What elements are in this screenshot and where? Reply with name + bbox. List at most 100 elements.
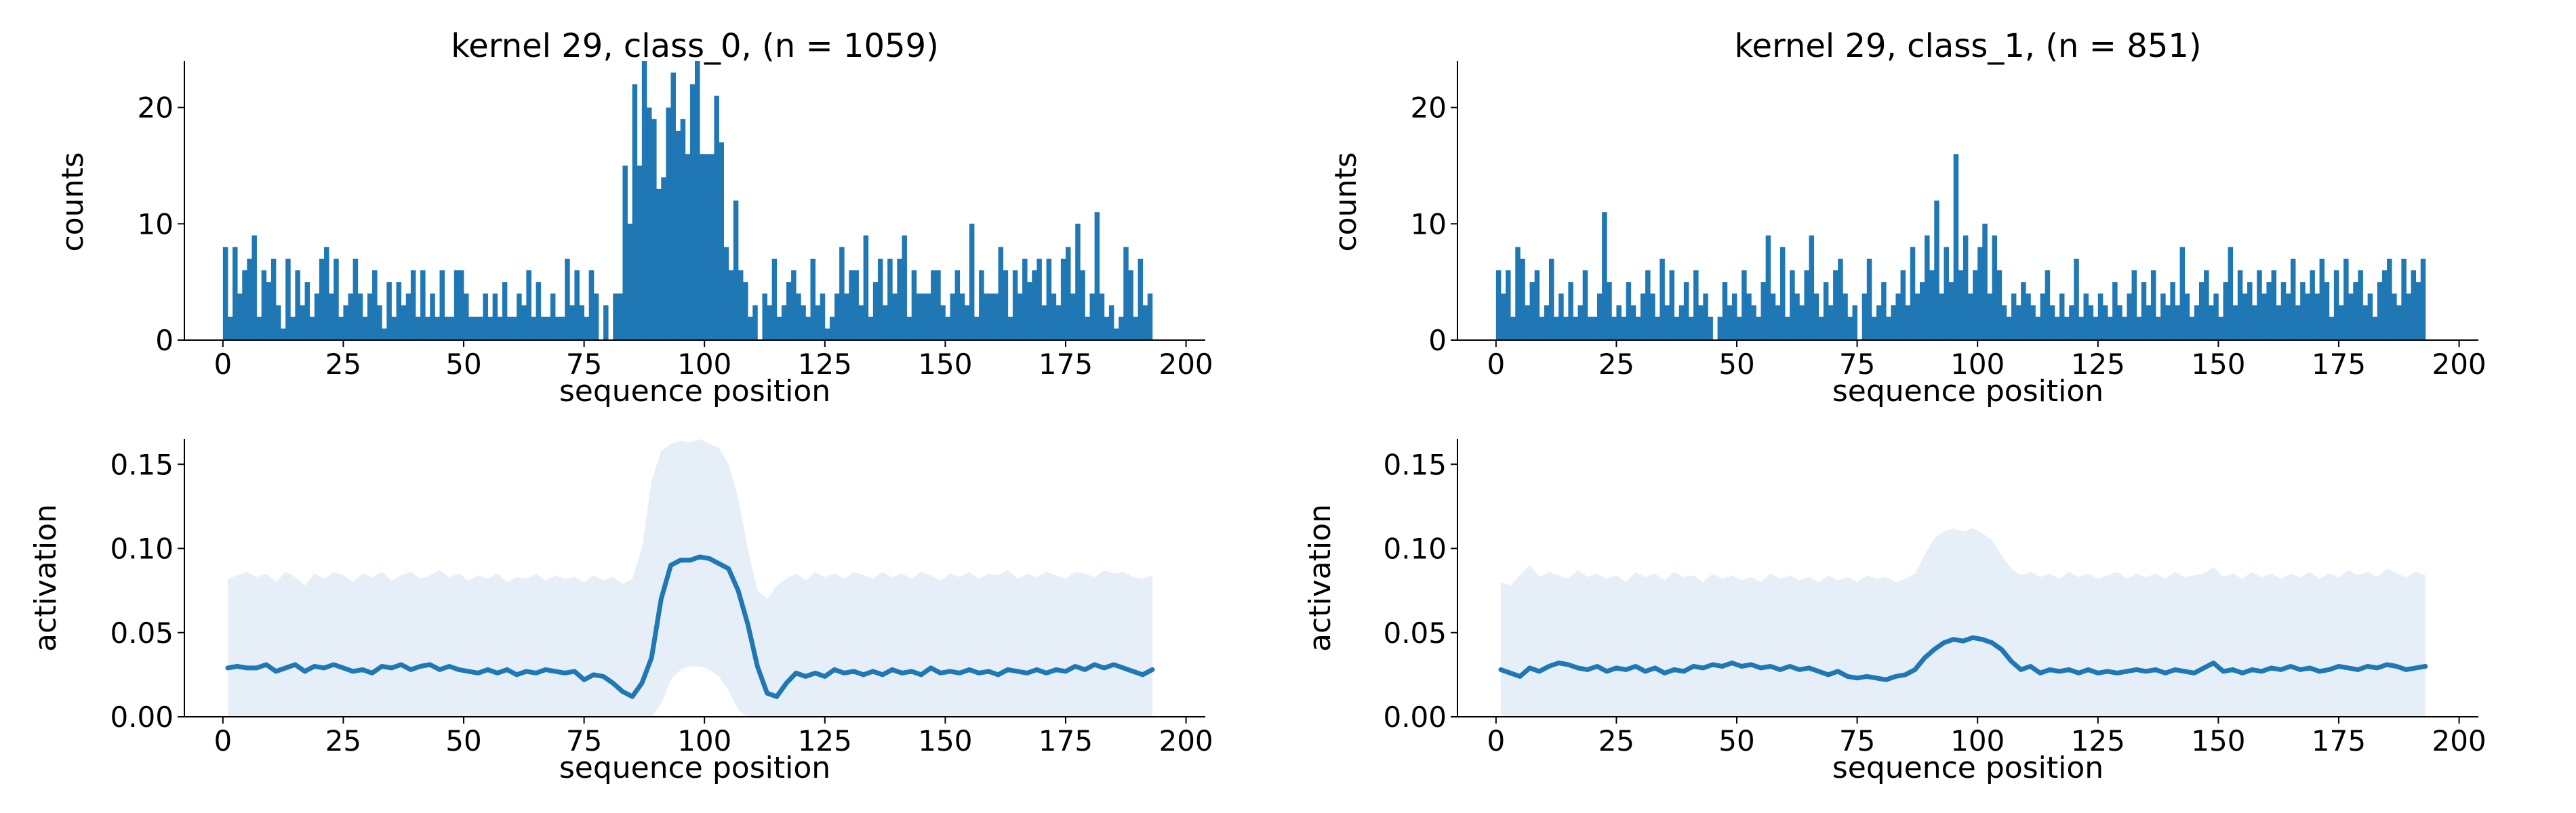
histogram-bar: [1703, 293, 1708, 340]
histogram-bar: [1070, 293, 1076, 340]
histogram-bar: [1630, 305, 1636, 340]
histogram-bar: [401, 305, 407, 340]
histogram-bar: [700, 154, 705, 340]
histogram-bar: [1722, 282, 1728, 340]
histogram-bar: [1573, 316, 1578, 340]
x-tick-label: 175: [1039, 724, 1093, 757]
histogram-bar: [2189, 316, 2195, 340]
histogram-bar: [786, 282, 792, 340]
histogram-bar: [872, 282, 879, 340]
x-axis-ticks: 0 25 50 75 100 125 150 175 200: [214, 717, 1213, 757]
histogram-bar: [2314, 293, 2320, 340]
x-tick-label: 25: [1598, 348, 1634, 381]
histogram-bar: [2257, 270, 2262, 340]
histogram-bar: [266, 282, 272, 340]
y-tick-label: 0: [155, 324, 174, 357]
histogram-bar: [338, 316, 344, 340]
y-tick-label: 0.00: [110, 701, 174, 734]
histogram-bar: [1876, 305, 1882, 340]
histogram-bar: [969, 224, 975, 340]
histogram-bar: [2228, 247, 2234, 340]
histogram-bar: [2001, 305, 2007, 340]
histogram-bar: [517, 293, 522, 340]
histogram-bar: [1075, 224, 1081, 340]
histogram-bar: [959, 293, 965, 340]
histogram-bar: [1731, 293, 1737, 340]
histogram-bar: [468, 316, 474, 340]
histogram-bar: [1683, 282, 1689, 340]
histogram-bar: [391, 316, 397, 340]
histogram-bar: [1525, 305, 1530, 340]
histogram-bar: [1046, 258, 1052, 340]
histogram-bar: [2252, 305, 2257, 340]
histogram-bar: [719, 142, 725, 341]
y-tick-label: 0.15: [1383, 448, 1447, 481]
histogram-bar: [666, 107, 671, 341]
histogram-bar: [1094, 212, 1100, 340]
histogram-bar: [540, 316, 546, 340]
histogram-bar: [343, 305, 348, 340]
histogram-bar: [270, 258, 277, 340]
histogram-bar: [709, 154, 715, 340]
histogram-bar: [1539, 316, 1545, 340]
histogram-bar: [1602, 212, 1607, 340]
panel-activation-class-1: 0 25 50 75 100 125 150 175 200 0.000.050.100.15 …: [1303, 439, 2487, 785]
histogram-bar: [685, 154, 691, 340]
histogram-bar: [714, 96, 719, 340]
histogram-bar: [2069, 305, 2074, 340]
histogram-bar: [2372, 316, 2378, 340]
x-tick-label: 0: [214, 348, 232, 381]
histogram-bar: [1621, 316, 1627, 340]
histogram-bar: [425, 316, 430, 340]
histogram-bar: [420, 270, 426, 340]
histogram-bar: [454, 270, 460, 340]
histogram-bar: [526, 270, 531, 340]
histogram-bar: [1717, 316, 1723, 340]
histogram-bar: [2280, 282, 2287, 340]
histogram-bar: [1760, 282, 1767, 340]
histogram-bar: [979, 270, 984, 340]
histogram-bar: [377, 305, 382, 340]
histogram-bar: [603, 305, 609, 340]
x-tick-label: 100: [677, 724, 731, 757]
histogram-bar: [487, 316, 494, 340]
y-axis-ticks: 0.00 0.05 0.10 0.15: [1383, 448, 1457, 734]
y-axis-ticks: 0 10 20: [1411, 91, 1457, 357]
histogram-bar: [844, 293, 849, 340]
y-axis-label: counts: [56, 152, 90, 251]
histogram-bar: [618, 293, 623, 340]
histogram-bar: [2074, 258, 2079, 340]
histogram-bar: [367, 293, 373, 340]
histogram-bar: [1080, 270, 1085, 340]
histogram-bar: [2097, 293, 2104, 340]
x-tick-label: 25: [325, 724, 361, 757]
histogram-bar: [704, 154, 710, 340]
histogram-bar: [555, 316, 561, 340]
histogram-bar: [1592, 316, 1598, 340]
histogram-bar: [449, 316, 455, 340]
histogram-bar: [1554, 316, 1559, 340]
histogram-bar: [2049, 305, 2055, 340]
histogram-bar: [2160, 293, 2166, 340]
histogram-bar: [916, 293, 922, 340]
x-tick-label: 100: [677, 348, 731, 381]
histogram-bar: [1708, 316, 1713, 340]
histogram-bar: [1123, 247, 1129, 340]
x-tick-label: 175: [2312, 348, 2366, 381]
histogram-bar: [1138, 258, 1144, 340]
histogram-bar: [1664, 305, 1670, 340]
histogram-bar: [281, 328, 286, 340]
histogram-bar: [1506, 270, 1511, 340]
histogram-bar: [314, 293, 320, 340]
histogram-bar: [2198, 282, 2205, 340]
histogram-bar: [902, 235, 907, 340]
histogram-bar: [2156, 316, 2161, 340]
x-tick-label: 125: [798, 724, 852, 757]
panel-hist-class-1: kernel 29, class_1, (n = 851) 0 25 50 75 100…: [1329, 27, 2487, 409]
x-axis-label: sequence position: [1832, 374, 2104, 409]
histogram-bar: [1128, 270, 1133, 340]
x-tick-label: 200: [2432, 348, 2486, 381]
histogram-bar: [863, 235, 869, 340]
histogram-bar: [593, 293, 599, 340]
